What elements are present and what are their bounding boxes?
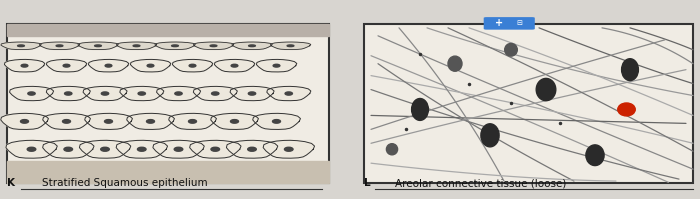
- Ellipse shape: [248, 45, 256, 47]
- Ellipse shape: [18, 45, 24, 47]
- Polygon shape: [46, 60, 87, 72]
- Ellipse shape: [448, 56, 462, 71]
- FancyBboxPatch shape: [364, 24, 693, 183]
- Ellipse shape: [386, 144, 398, 155]
- Ellipse shape: [230, 120, 239, 123]
- Polygon shape: [4, 60, 45, 72]
- Ellipse shape: [137, 147, 146, 151]
- Ellipse shape: [287, 45, 294, 47]
- Ellipse shape: [64, 147, 73, 151]
- Polygon shape: [172, 60, 213, 72]
- Polygon shape: [116, 140, 167, 158]
- Ellipse shape: [412, 99, 428, 120]
- Text: ⊟: ⊟: [517, 20, 522, 26]
- Polygon shape: [190, 140, 241, 158]
- Ellipse shape: [104, 120, 113, 123]
- Ellipse shape: [273, 64, 280, 67]
- Ellipse shape: [586, 145, 604, 166]
- Ellipse shape: [146, 120, 155, 123]
- Polygon shape: [43, 113, 90, 129]
- Polygon shape: [120, 86, 164, 101]
- Polygon shape: [230, 86, 274, 101]
- FancyBboxPatch shape: [7, 24, 329, 183]
- Polygon shape: [232, 42, 272, 50]
- Polygon shape: [78, 42, 118, 50]
- Ellipse shape: [21, 64, 28, 67]
- Text: L: L: [364, 178, 370, 188]
- Ellipse shape: [505, 43, 517, 56]
- Polygon shape: [88, 60, 129, 72]
- Ellipse shape: [188, 120, 197, 123]
- Polygon shape: [7, 161, 329, 183]
- Polygon shape: [153, 140, 204, 158]
- Ellipse shape: [28, 92, 35, 95]
- Polygon shape: [39, 42, 80, 50]
- Ellipse shape: [133, 45, 140, 47]
- Polygon shape: [10, 86, 54, 101]
- Polygon shape: [267, 86, 311, 101]
- Ellipse shape: [211, 92, 219, 95]
- Polygon shape: [211, 113, 258, 129]
- Polygon shape: [85, 113, 132, 129]
- Polygon shape: [256, 60, 297, 72]
- Ellipse shape: [231, 64, 238, 67]
- Polygon shape: [116, 42, 157, 50]
- Polygon shape: [226, 140, 278, 158]
- Ellipse shape: [147, 64, 154, 67]
- Ellipse shape: [27, 147, 36, 151]
- Ellipse shape: [102, 92, 108, 95]
- Text: Stratified Squamous epithelium: Stratified Squamous epithelium: [42, 178, 208, 188]
- Polygon shape: [130, 60, 171, 72]
- Polygon shape: [7, 24, 329, 36]
- Polygon shape: [270, 42, 311, 50]
- Ellipse shape: [248, 147, 256, 151]
- Ellipse shape: [138, 92, 146, 95]
- Ellipse shape: [175, 92, 182, 95]
- Polygon shape: [43, 140, 94, 158]
- Ellipse shape: [622, 59, 638, 81]
- Polygon shape: [127, 113, 174, 129]
- Ellipse shape: [64, 92, 72, 95]
- Ellipse shape: [285, 92, 293, 95]
- Ellipse shape: [174, 147, 183, 151]
- Ellipse shape: [617, 103, 636, 116]
- Ellipse shape: [20, 120, 29, 123]
- Polygon shape: [1, 113, 48, 129]
- Ellipse shape: [481, 124, 499, 147]
- Polygon shape: [6, 140, 57, 158]
- Polygon shape: [214, 60, 255, 72]
- Text: Areolar connective tissue (loose): Areolar connective tissue (loose): [395, 178, 567, 188]
- Polygon shape: [193, 42, 234, 50]
- Ellipse shape: [56, 45, 63, 47]
- Polygon shape: [193, 86, 237, 101]
- Ellipse shape: [62, 120, 71, 123]
- Polygon shape: [157, 86, 201, 101]
- Ellipse shape: [63, 64, 70, 67]
- Text: +: +: [495, 18, 503, 28]
- Ellipse shape: [94, 45, 101, 47]
- Polygon shape: [253, 113, 300, 129]
- Polygon shape: [169, 113, 216, 129]
- Polygon shape: [155, 42, 195, 50]
- Polygon shape: [46, 86, 90, 101]
- Ellipse shape: [248, 92, 256, 95]
- Ellipse shape: [101, 147, 109, 151]
- Ellipse shape: [211, 147, 220, 151]
- Ellipse shape: [189, 64, 196, 67]
- Ellipse shape: [284, 147, 293, 151]
- Ellipse shape: [272, 120, 281, 123]
- Text: K: K: [7, 178, 15, 188]
- Polygon shape: [263, 140, 314, 158]
- FancyBboxPatch shape: [484, 17, 535, 30]
- Polygon shape: [83, 86, 127, 101]
- Polygon shape: [1, 42, 41, 50]
- Polygon shape: [79, 140, 131, 158]
- Ellipse shape: [105, 64, 112, 67]
- Ellipse shape: [172, 45, 178, 47]
- Ellipse shape: [536, 78, 556, 101]
- Ellipse shape: [210, 45, 217, 47]
